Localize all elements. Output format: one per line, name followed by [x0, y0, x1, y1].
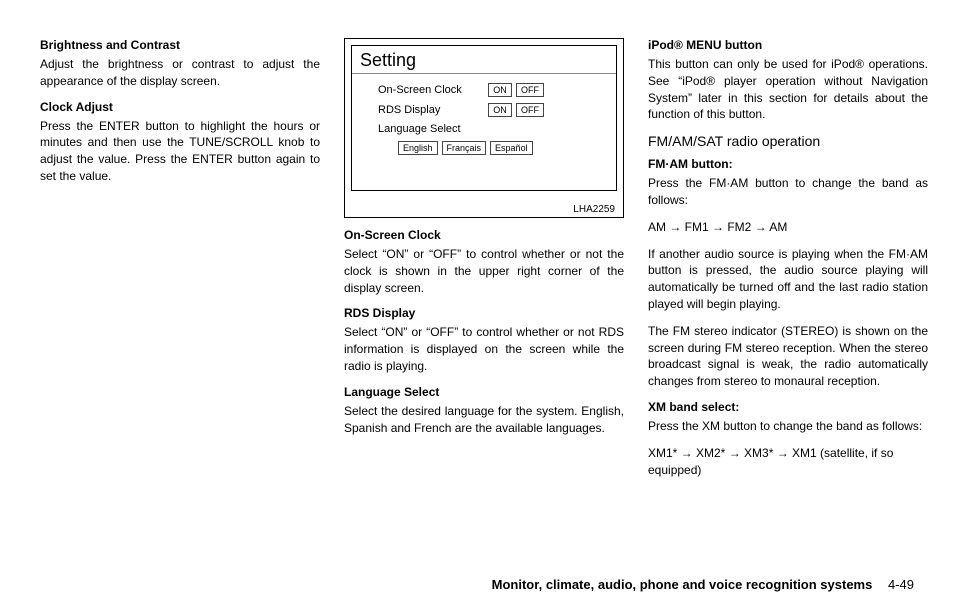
para-language-select: Select the desired language for the syst…: [344, 403, 624, 437]
para-xm-sequence: XM1* → XM2* → XM3* → XM1 (satellite, if …: [648, 445, 928, 479]
heading-onscreen-clock: On-Screen Clock: [344, 228, 624, 242]
footer-page-number: 4-49: [888, 577, 914, 592]
para-clock-adjust: Press the ENTER button to highlight the …: [40, 118, 320, 185]
pill-francais: Français: [442, 141, 487, 155]
fig-label-clock: On-Screen Clock: [378, 84, 488, 96]
para-rds-display: Select “ON” or “OFF” to control whether …: [344, 324, 624, 374]
figure-title: Setting: [352, 46, 616, 74]
pill-english: English: [398, 141, 438, 155]
para-onscreen-clock: Select “ON” or “OFF” to control whether …: [344, 246, 624, 296]
fig-label-rds: RDS Display: [378, 104, 488, 116]
para-fm-am-1: Press the FM·AM button to change the ban…: [648, 175, 928, 209]
column-2: Setting On-Screen Clock ON OFF RDS Displ…: [344, 38, 624, 540]
fig-label-lang: Language Select: [378, 123, 488, 135]
figure-setting-screen: Setting On-Screen Clock ON OFF RDS Displ…: [344, 38, 624, 218]
para-xm-1: Press the XM button to change the band a…: [648, 418, 928, 435]
column-3: iPod® MENU button This button can only b…: [648, 38, 928, 540]
figure-row-lang-opts: English Français Español: [352, 138, 616, 158]
heading-fm-am-button: FM·AM button:: [648, 157, 928, 171]
para-brightness: Adjust the brightness or contrast to adj…: [40, 56, 320, 90]
figure-row-lang: Language Select: [352, 120, 616, 138]
heading-brightness: Brightness and Contrast: [40, 38, 320, 52]
pill-on: ON: [488, 83, 512, 97]
footer-section: Monitor, climate, audio, phone and voice…: [492, 577, 873, 592]
pill-off: OFF: [516, 83, 544, 97]
column-1: Brightness and Contrast Adjust the brigh…: [40, 38, 320, 540]
heading-ipod-menu: iPod® MENU button: [648, 38, 928, 52]
pill-espanol: Español: [490, 141, 533, 155]
pill-off-2: OFF: [516, 103, 544, 117]
pill-on-2: ON: [488, 103, 512, 117]
para-fm-stereo: The FM stereo indicator (STEREO) is show…: [648, 323, 928, 390]
heading-rds-display: RDS Display: [344, 306, 624, 320]
para-fm-am-sequence: AM → FM1 → FM2 → AM: [648, 219, 928, 236]
figure-row-rds: RDS Display ON OFF: [352, 100, 616, 120]
para-ipod-menu: This button can only be used for iPod® o…: [648, 56, 928, 123]
page-footer: Monitor, climate, audio, phone and voice…: [0, 577, 914, 592]
page-body: Brightness and Contrast Adjust the brigh…: [0, 0, 954, 560]
figure-inner: Setting On-Screen Clock ON OFF RDS Displ…: [351, 45, 617, 191]
heading-xm-band: XM band select:: [648, 400, 928, 414]
subhead-radio-operation: FM/AM/SAT radio operation: [648, 133, 928, 149]
heading-clock-adjust: Clock Adjust: [40, 100, 320, 114]
para-fm-am-2: If another audio source is playing when …: [648, 246, 928, 313]
heading-language-select: Language Select: [344, 385, 624, 399]
figure-row-clock: On-Screen Clock ON OFF: [352, 80, 616, 100]
figure-caption: LHA2259: [573, 204, 615, 215]
